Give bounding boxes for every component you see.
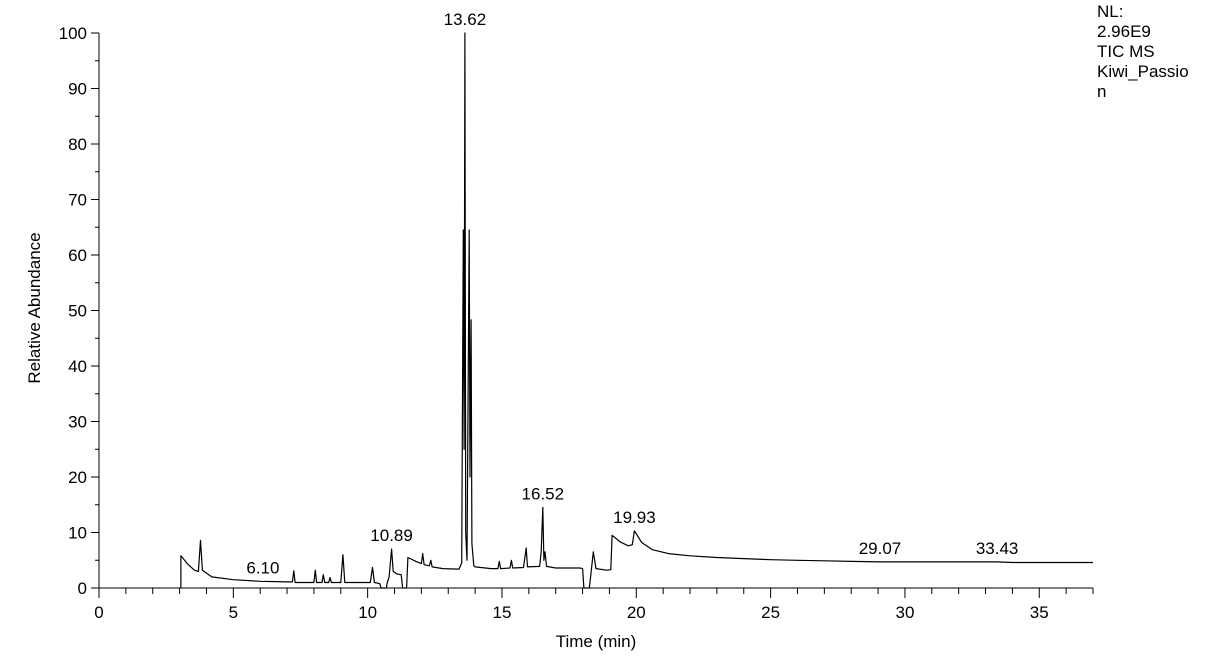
x-tick-label: 35 xyxy=(1030,603,1049,622)
axes-group: 0 10 20 30 40 50 60 70 80 90 100 0 5 10 15 20 25 30 35 xyxy=(59,24,1094,622)
peak-label: 29.07 xyxy=(859,539,902,558)
y-tick-label: 90 xyxy=(68,80,87,99)
y-tick-label: 30 xyxy=(68,413,87,432)
x-tick-label: 10 xyxy=(358,603,377,622)
x-tick-label: 5 xyxy=(229,603,238,622)
chromatogram-trace xyxy=(180,32,1093,589)
info-line: 2.96E9 xyxy=(1097,22,1151,41)
y-tick-label: 10 xyxy=(68,524,87,543)
y-tick-label: 0 xyxy=(78,579,87,598)
peak-label: 6.10 xyxy=(246,558,279,577)
y-tick-label: 50 xyxy=(68,302,87,321)
x-tick-label: 20 xyxy=(627,603,646,622)
info-line: Kiwi_Passio xyxy=(1097,62,1189,81)
peak-label: 16.52 xyxy=(522,485,565,504)
x-axis-title: Time (min) xyxy=(556,632,637,651)
trace-group xyxy=(180,32,1093,589)
y-tick-label: 40 xyxy=(68,357,87,376)
y-tick-label: 80 xyxy=(68,135,87,154)
peak-label: 33.43 xyxy=(976,539,1019,558)
y-tick-label: 20 xyxy=(68,468,87,487)
info-line: TIC MS xyxy=(1097,42,1155,61)
y-tick-label: 70 xyxy=(68,191,87,210)
peak-labels-group: 6.10 10.89 13.62 16.52 19.93 29.07 33.43 xyxy=(246,10,1018,577)
info-line: NL: xyxy=(1097,2,1123,21)
peak-label: 19.93 xyxy=(613,508,656,527)
y-tick-label: 60 xyxy=(68,246,87,265)
info-line: n xyxy=(1097,82,1106,101)
x-tick-label: 0 xyxy=(94,603,103,622)
y-axis-title: Relative Abundance xyxy=(25,232,44,383)
x-tick-label: 30 xyxy=(895,603,914,622)
peak-label: 13.62 xyxy=(444,10,487,29)
y-tick-label: 100 xyxy=(59,24,87,43)
peak-label: 10.89 xyxy=(370,526,413,545)
x-tick-label: 25 xyxy=(761,603,780,622)
x-tick-label: 15 xyxy=(493,603,512,622)
